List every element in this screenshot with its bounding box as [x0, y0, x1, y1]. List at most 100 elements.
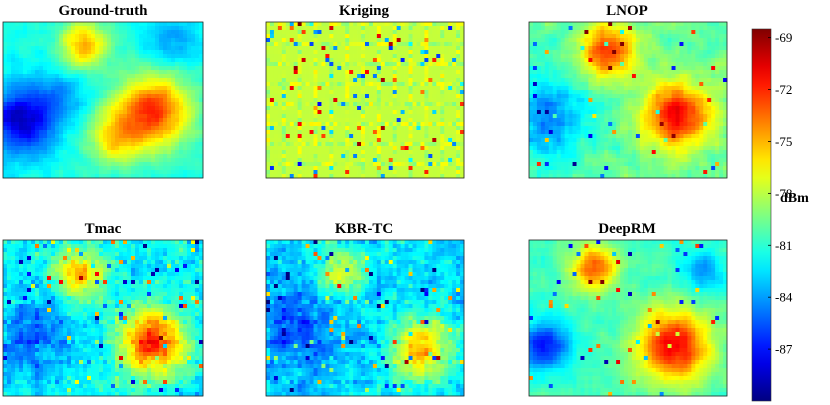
- heatmap-cell: [71, 126, 76, 131]
- heatmap-cell: [269, 134, 275, 139]
- heatmap-cell: [460, 34, 465, 39]
- heatmap-cell: [580, 58, 585, 63]
- heatmap-cell: [115, 114, 120, 119]
- heatmap-cell: [269, 78, 275, 83]
- heatmap-cell: [123, 158, 128, 163]
- heatmap-cell: [719, 102, 724, 107]
- heatmap-cell: [79, 138, 84, 143]
- heatmap-cell: [333, 46, 338, 51]
- heatmap-cell: [63, 42, 68, 47]
- heatmap-cell: [51, 138, 56, 143]
- heatmap-cell: [131, 30, 136, 35]
- heatmap-cell: [183, 94, 188, 99]
- heatmap-cell: [175, 46, 180, 51]
- heatmap-cell: [27, 150, 32, 155]
- heatmap-cell: [55, 146, 60, 151]
- heatmap-cell: [372, 118, 378, 123]
- heatmap-cell: [376, 114, 382, 119]
- heatmap-cell: [560, 54, 565, 59]
- heatmap-cell: [396, 94, 401, 99]
- heatmap-cell: [392, 138, 398, 143]
- heatmap-cell: [183, 114, 188, 119]
- heatmap-cell: [309, 106, 314, 111]
- heatmap-cell: [404, 122, 409, 127]
- heatmap-cell: [159, 146, 164, 151]
- heatmap-cell: [75, 114, 80, 119]
- heatmap-cell: [436, 138, 441, 143]
- heatmap-cell: [715, 50, 720, 55]
- heatmap-cell: [171, 146, 176, 151]
- heatmap-cell: [432, 66, 437, 71]
- heatmap-cell: [305, 74, 310, 79]
- heatmap-cell: [536, 90, 542, 95]
- heatmap-cell: [392, 46, 398, 51]
- heatmap-cell: [139, 174, 144, 179]
- heatmap-cell: [301, 86, 306, 91]
- heatmap-cell: [448, 118, 453, 123]
- heatmap-cell: [187, 142, 192, 147]
- heatmap-cell: [147, 94, 152, 99]
- heatmap-cell: [71, 154, 76, 159]
- heatmap-cell: [715, 90, 720, 95]
- heatmap-cell: [107, 102, 112, 107]
- heatmap-cell: [143, 146, 148, 151]
- heatmap-cell: [175, 74, 180, 79]
- heatmap-cell: [651, 82, 657, 87]
- heatmap-cell: [305, 134, 310, 139]
- heatmap-cell: [39, 70, 44, 75]
- heatmap-cell: [55, 66, 60, 71]
- heatmap-cell: [147, 166, 152, 171]
- heatmap-cell: [67, 126, 72, 131]
- heatmap-cell: [199, 74, 204, 79]
- heatmap-cell: [588, 82, 593, 87]
- heatmap-cell: [79, 142, 84, 147]
- heatmap-cell: [620, 102, 625, 107]
- heatmap-cell: [380, 170, 386, 175]
- heatmap-cell: [297, 30, 302, 35]
- heatmap-cell: [671, 54, 676, 59]
- heatmap-cell: [277, 38, 283, 43]
- heatmap-cell: [345, 162, 350, 167]
- heatmap-cell: [313, 114, 318, 119]
- heatmap-cell: [600, 22, 605, 27]
- heatmap-cell: [588, 98, 593, 103]
- heatmap-cell: [365, 122, 370, 127]
- heatmap-cell: [111, 138, 116, 143]
- heatmap-cell: [155, 22, 160, 27]
- heatmap-cell: [51, 162, 56, 167]
- heatmap-cell: [444, 78, 449, 83]
- heatmap-cell: [115, 118, 120, 123]
- heatmap-cell: [400, 126, 405, 131]
- heatmap-cell: [719, 82, 724, 87]
- heatmap-cell: [47, 138, 52, 143]
- heatmap-cell: [679, 86, 684, 91]
- heatmap-cell: [384, 106, 390, 111]
- heatmap-cell: [333, 106, 338, 111]
- heatmap-cell: [412, 170, 417, 175]
- heatmap-cell: [79, 34, 84, 39]
- heatmap-cell: [624, 66, 629, 71]
- heatmap-cell: [127, 90, 132, 95]
- heatmap-cell: [329, 122, 334, 127]
- heatmap-cell: [19, 82, 24, 87]
- heatmap-cell: [55, 114, 60, 119]
- heatmap-cell: [199, 150, 204, 155]
- heatmap-cell: [424, 130, 429, 135]
- heatmap-cell: [175, 134, 180, 139]
- heatmap-cell: [616, 38, 621, 43]
- heatmap-cell: [703, 42, 708, 47]
- heatmap-cell: [663, 66, 668, 71]
- heatmap-cell: [380, 126, 386, 131]
- heatmap-cell: [440, 34, 445, 39]
- heatmap-cell: [175, 154, 180, 159]
- heatmap-cell: [281, 66, 287, 71]
- heatmap-cell: [71, 134, 76, 139]
- heatmap-cell: [376, 34, 382, 39]
- heatmap-cell: [266, 98, 271, 103]
- heatmap-cell: [285, 154, 291, 159]
- heatmap-cell: [131, 114, 136, 119]
- heatmap-cell: [163, 70, 168, 75]
- heatmap-cell: [592, 82, 597, 87]
- heatmap-cell: [135, 46, 140, 51]
- heatmap-cell: [147, 70, 152, 75]
